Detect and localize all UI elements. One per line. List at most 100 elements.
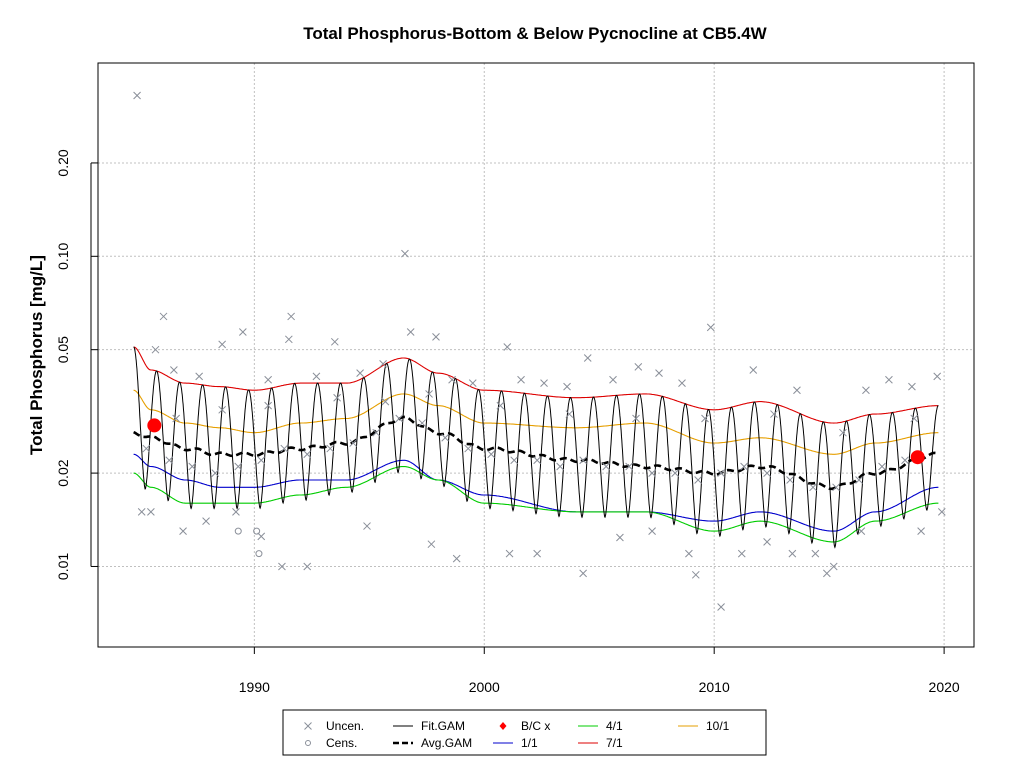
point-stroke <box>487 450 496 459</box>
data-point <box>468 379 477 387</box>
data-point <box>706 323 715 332</box>
data-point <box>505 549 514 558</box>
data-point <box>878 462 886 471</box>
point-stroke <box>706 323 715 332</box>
point-stroke <box>770 410 778 418</box>
x-axis: 1990 2000 2010 2020 <box>239 646 960 695</box>
data-point <box>170 366 178 374</box>
point-stroke <box>238 328 247 336</box>
legend: Uncen. Cens. Fit.GAM Avg.GAM B/C x 1/1 4/1 7/1 1… <box>282 709 767 756</box>
point-stroke <box>257 532 266 541</box>
data-point <box>234 462 243 471</box>
x-tick-label: 2000 <box>469 679 500 695</box>
point-stroke <box>379 360 387 368</box>
point-stroke <box>372 428 381 437</box>
legend-entry: Uncen. <box>304 719 364 733</box>
point-stroke <box>533 456 542 465</box>
x-tick-label: 2010 <box>699 679 730 695</box>
point-stroke <box>855 476 863 484</box>
point-stroke <box>406 328 415 336</box>
point-stroke <box>583 354 592 362</box>
point-stroke <box>701 414 709 423</box>
data-point <box>717 603 725 611</box>
data-point <box>278 562 286 571</box>
censored-point <box>253 527 261 535</box>
data-point <box>406 328 415 336</box>
point-stroke <box>333 393 341 402</box>
data-point <box>284 335 293 344</box>
series-line-7-1 <box>133 346 939 424</box>
point-stroke <box>151 345 160 354</box>
point-stroke <box>533 549 542 558</box>
legend-box <box>282 709 767 756</box>
plot-area <box>133 91 946 611</box>
point-stroke <box>563 382 571 391</box>
point-stroke <box>303 450 312 459</box>
point-stroke <box>395 414 404 423</box>
data-point <box>862 386 870 395</box>
point-stroke <box>737 549 746 558</box>
point-stroke <box>908 382 916 391</box>
point-stroke <box>579 569 587 578</box>
data-point <box>563 382 571 391</box>
point-stroke <box>381 397 390 406</box>
point-stroke <box>678 379 686 387</box>
point-stroke <box>648 469 656 477</box>
point-stroke <box>832 483 840 492</box>
data-point <box>356 369 364 378</box>
data-point <box>786 476 794 484</box>
point-stroke <box>401 249 409 258</box>
point-stroke <box>418 419 427 427</box>
point-stroke <box>579 456 587 465</box>
point-stroke <box>503 343 512 351</box>
point-stroke <box>170 366 178 374</box>
point-stroke <box>788 549 797 558</box>
point-stroke <box>448 375 456 384</box>
point-stroke <box>312 372 321 381</box>
point-stroke <box>496 401 505 410</box>
data-point <box>933 372 942 381</box>
bc-point <box>147 418 162 433</box>
point-stroke <box>933 372 942 381</box>
point-stroke <box>137 507 146 516</box>
point-stroke <box>441 433 450 442</box>
legend-entry: 7/1 <box>578 736 623 750</box>
data-point <box>232 507 240 516</box>
data-point <box>137 507 146 516</box>
point-stroke <box>811 549 820 558</box>
series-line-4-1 <box>133 465 939 543</box>
point-stroke <box>809 483 817 492</box>
data-point <box>694 476 702 484</box>
point-stroke <box>159 312 168 321</box>
y-tick-label: 0.05 <box>55 336 71 363</box>
point-stroke <box>717 469 725 477</box>
data-point <box>487 450 496 459</box>
data-point <box>634 363 643 371</box>
data-point <box>496 401 505 410</box>
data-point <box>264 375 272 384</box>
data-point <box>452 554 461 563</box>
data-point <box>195 372 204 381</box>
data-point <box>326 444 335 453</box>
data-point <box>937 507 946 516</box>
y-tick-label: 0.20 <box>55 149 71 176</box>
point-stroke <box>326 444 335 453</box>
data-point <box>147 507 155 516</box>
data-point <box>540 379 548 387</box>
legend-symbol <box>499 722 507 730</box>
point-stroke <box>218 405 227 414</box>
point-stroke <box>691 570 700 579</box>
data-point <box>616 533 624 542</box>
data-point <box>648 527 656 535</box>
legend-label: Uncen. <box>326 719 364 733</box>
data-point <box>632 414 640 423</box>
point-stroke <box>910 414 919 423</box>
data-point <box>579 456 587 465</box>
data-point <box>517 375 525 384</box>
x-tick-label: 1990 <box>239 679 270 695</box>
point-stroke <box>632 414 640 423</box>
data-point <box>381 397 390 406</box>
point-stroke <box>147 507 155 516</box>
data-point <box>691 570 700 579</box>
point-stroke <box>195 372 204 381</box>
